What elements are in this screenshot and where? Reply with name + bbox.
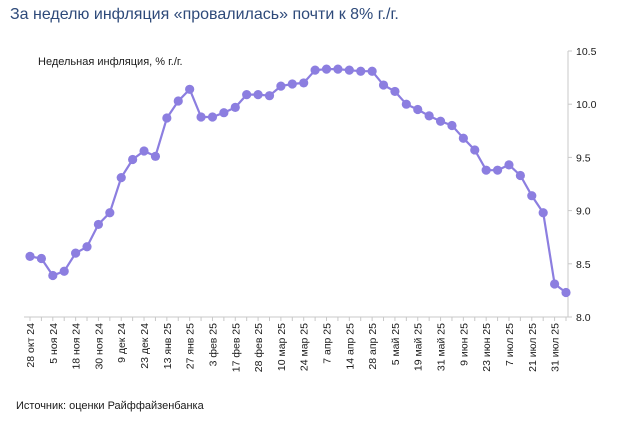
data-point: [458, 133, 468, 143]
data-point: [25, 251, 35, 261]
data-point: [48, 270, 58, 281]
data-point: [321, 64, 332, 74]
data-point: [276, 81, 286, 91]
data-point: [549, 279, 560, 289]
data-point: [264, 91, 275, 101]
chart-subtitle: Недельная инфляция, % г./г.: [38, 56, 183, 68]
source-note: Источник: оценки Райффайзенбанка: [16, 400, 204, 412]
x-tick-label: 13 янв 25: [162, 323, 174, 369]
y-tick-label: 10.5: [576, 46, 597, 58]
data-point: [196, 112, 206, 122]
y-tick-label: 9.5: [576, 152, 591, 164]
data-point: [173, 96, 183, 106]
x-tick-label: 9 июн 25: [458, 323, 470, 366]
series-line: [29, 67, 567, 294]
chart-title: За неделю инфляция «провалилась» почти к…: [10, 6, 399, 23]
x-tick-label: 14 апр 25: [344, 323, 356, 370]
x-tick-label: 9 дек 24: [116, 323, 128, 363]
x-tick-label: 7 апр 25: [322, 323, 334, 364]
data-point: [185, 84, 195, 94]
data-point: [93, 219, 104, 230]
x-tick-label: 23 июн 25: [481, 323, 493, 372]
data-point: [287, 79, 297, 89]
data-point: [333, 64, 343, 74]
data-point: [150, 151, 161, 161]
x-tick-label: 27 янв 25: [185, 323, 197, 369]
data-point: [481, 165, 491, 175]
data-point: [242, 90, 252, 100]
data-point: [128, 154, 138, 165]
x-tick-label: 23 дек 24: [139, 323, 151, 369]
data-point: [492, 165, 503, 175]
data-point: [413, 104, 423, 115]
data-point: [139, 146, 149, 156]
x-tick-label: 5 ноя 24: [48, 323, 60, 364]
data-point: [344, 65, 354, 75]
data-point: [105, 208, 115, 218]
x-tick-label: 7 июл 25: [504, 323, 516, 366]
y-tick-label: 8.5: [576, 259, 591, 271]
x-tick-label: 31 июл 25: [550, 323, 562, 372]
data-point: [538, 208, 548, 218]
x-tick-label: 17 фев 25: [230, 323, 242, 372]
data-point: [378, 80, 389, 90]
data-point: [367, 66, 377, 76]
x-tick-label: 31 май 25: [436, 323, 448, 371]
x-tick-label: 18 ноя 24: [71, 323, 83, 370]
y-tick-label: 10.0: [576, 99, 597, 111]
data-point: [299, 78, 309, 88]
data-point: [527, 191, 537, 201]
y-tick-label: 9.0: [576, 206, 591, 218]
x-tick-label: 28 окт 24: [25, 323, 37, 368]
data-point: [435, 116, 446, 126]
x-tick-label: 21 июл 25: [527, 323, 539, 372]
data-point: [401, 99, 411, 109]
data-point: [447, 120, 457, 131]
data-point: [82, 242, 92, 252]
x-tick-label: 30 ноя 24: [93, 323, 105, 370]
data-point: [116, 173, 126, 183]
data-point: [504, 160, 514, 170]
data-point: [424, 111, 434, 121]
x-tick-label: 19 май 25: [413, 323, 425, 371]
data-point: [207, 112, 218, 122]
data-point: [36, 253, 47, 264]
x-tick-label: 28 фев 25: [253, 323, 265, 372]
data-point: [470, 145, 480, 155]
data-point: [59, 266, 69, 276]
data-point: [390, 86, 400, 97]
data-point: [219, 108, 229, 118]
data-point: [253, 90, 263, 100]
data-point: [230, 102, 240, 112]
x-tick-label: 5 май 25: [390, 323, 402, 365]
x-tick-label: 3 фев 25: [207, 323, 219, 367]
data-point: [561, 287, 571, 298]
x-tick-label: 28 апр 25: [367, 323, 379, 370]
data-point: [515, 170, 525, 181]
data-point: [310, 65, 320, 75]
data-point: [71, 248, 81, 258]
x-tick-label: 10 мар 25: [276, 323, 288, 371]
data-point: [356, 66, 366, 76]
data-point: [162, 113, 172, 123]
y-tick-label: 8.0: [576, 312, 591, 324]
x-tick-label: 24 мар 25: [299, 323, 311, 371]
